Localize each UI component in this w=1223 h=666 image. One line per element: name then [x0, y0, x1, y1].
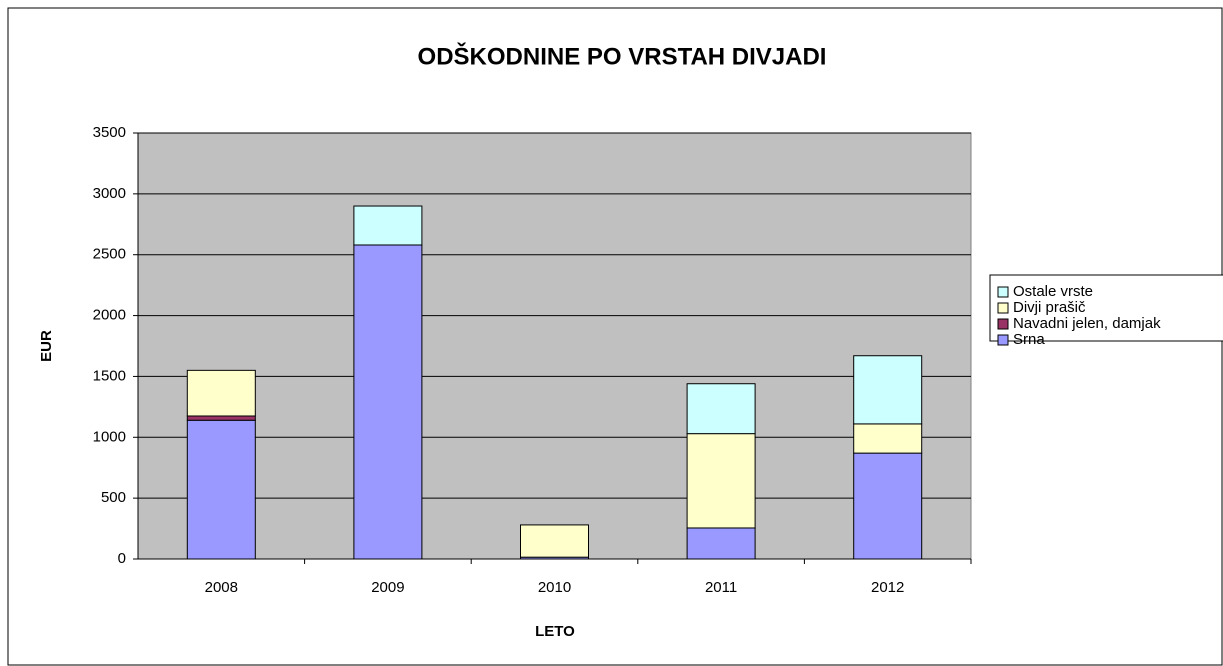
- legend-swatch: [997, 302, 1009, 314]
- legend-label: Navadni jelen, damjak: [1013, 315, 1161, 332]
- legend-label: Divji prašič: [1013, 299, 1086, 316]
- y-tick-label: 500: [101, 489, 126, 506]
- y-axis-label: EUR: [38, 330, 55, 362]
- bar-segment: [686, 433, 756, 529]
- legend-label: Ostale vrste: [1013, 283, 1093, 300]
- y-tick-label: 3500: [93, 124, 126, 141]
- plot-area: [137, 132, 972, 560]
- y-tick-label: 3000: [93, 185, 126, 202]
- bar-segment: [853, 452, 923, 560]
- legend-box: [989, 274, 1223, 342]
- y-tick-label: 2000: [93, 307, 126, 324]
- x-tick-label: 2008: [205, 579, 238, 596]
- legend-swatch: [997, 286, 1009, 298]
- bar-segment: [520, 524, 589, 558]
- bar-segment: [686, 527, 756, 560]
- bar-segment: [853, 355, 923, 425]
- y-tick-label: 2500: [93, 246, 126, 263]
- legend-label: Srna: [1013, 331, 1045, 348]
- x-tick-label: 2011: [705, 579, 737, 596]
- bar-segment: [186, 415, 256, 421]
- bar-segment: [353, 244, 423, 560]
- bar-segment: [686, 383, 756, 435]
- x-tick-label: 2009: [371, 579, 404, 596]
- bar-segment: [186, 369, 256, 417]
- y-tick-label: 1500: [93, 367, 126, 384]
- y-tick-label: 1000: [93, 428, 126, 445]
- y-tick-label: 0: [118, 550, 126, 567]
- x-axis-label: LETO: [535, 623, 575, 640]
- chart-title: ODŠKODNINE PO VRSTAH DIVJADI: [418, 42, 827, 70]
- x-tick-label: 2010: [538, 579, 571, 596]
- bar-segment: [186, 419, 256, 560]
- legend-swatch: [997, 334, 1009, 346]
- bar-segment: [853, 423, 923, 454]
- legend-swatch: [997, 318, 1009, 330]
- x-tick-label: 2012: [871, 579, 904, 596]
- bar-segment: [353, 205, 423, 246]
